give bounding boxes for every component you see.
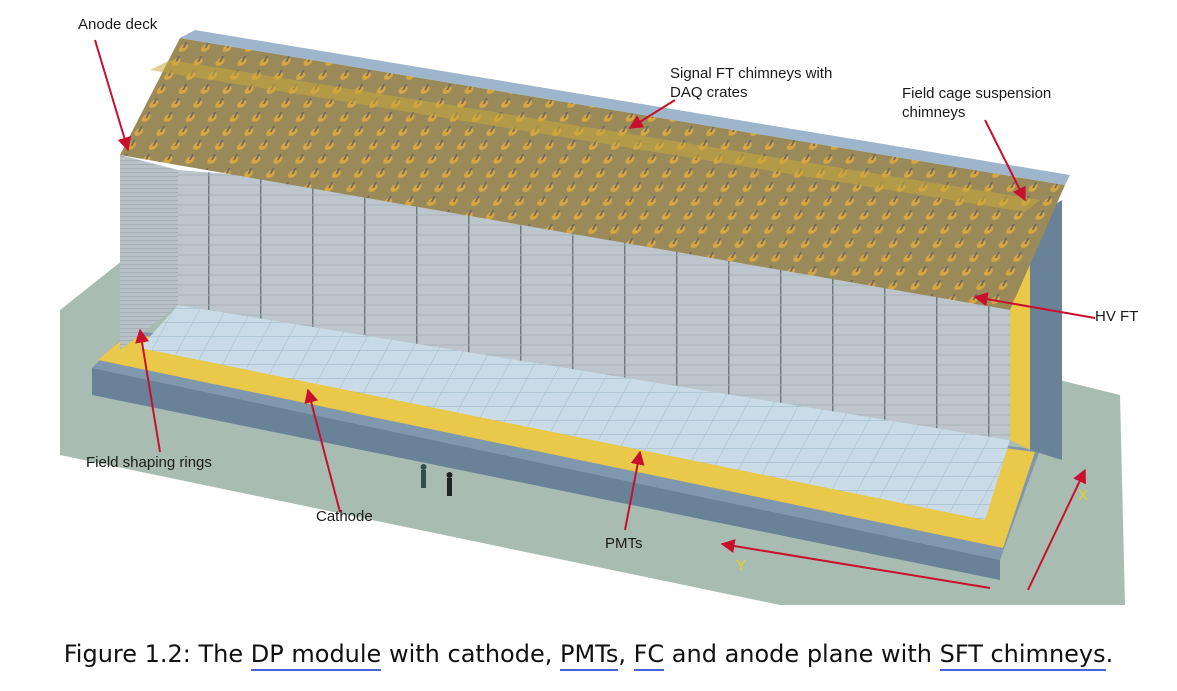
caption-prefix: Figure 1.2: The (63, 640, 251, 668)
base-front-face (92, 368, 1000, 580)
label-axis-x: X (1078, 487, 1088, 504)
dp-module-diagram: Anode deck Signal FT chimneys with DAQ c… (60, 16, 1138, 605)
anode-deck-arrow (94, 39, 132, 152)
caption-suffix: . (1105, 640, 1114, 668)
caption-text-2: with cathode, (381, 640, 560, 668)
link-dp-module[interactable]: DP module (250, 640, 382, 671)
field-shaping-arrow (135, 328, 161, 453)
fc-suspension-arrow (984, 119, 1026, 202)
caption-text-4: and anode plane with (664, 640, 940, 668)
right-steel (1030, 200, 1062, 460)
y-axis-arrow (720, 539, 991, 589)
label-axis-y: Y (736, 557, 746, 574)
roof-steel-back (180, 30, 1070, 185)
link-pmts[interactable]: PMTs (559, 640, 619, 671)
pmts-arrow (624, 450, 645, 531)
link-fc[interactable]: FC (633, 640, 665, 671)
cathode-floor (140, 305, 1010, 520)
hv-ft-arrow (973, 292, 1096, 319)
x-axis-arrow (1027, 468, 1086, 591)
label-anode-deck: Anode deck (78, 16, 158, 33)
caption-text-3: , (618, 640, 634, 668)
label-hv-ft: HV FT (1095, 308, 1138, 325)
label-field-shaping-rings: Field shaping rings (86, 454, 212, 471)
left-wall-rings (120, 155, 178, 350)
yellow-frame (98, 334, 1035, 548)
label-cathode: Cathode (316, 508, 373, 525)
signal-ft-arrow (628, 99, 676, 129)
label-fc-suspension-1: Field cage suspension (902, 85, 1051, 102)
label-fc-suspension-2: chimneys (902, 104, 965, 121)
roof-yellow-band (150, 60, 1040, 212)
label-pmts: PMTs (605, 535, 643, 552)
cathode-arrow (304, 388, 341, 513)
label-signal-ft-2: DAQ crates (670, 84, 748, 101)
figure-caption: Figure 1.2: The DP module with cathode, … (0, 640, 1177, 671)
link-sft-chimneys[interactable]: SFT chimneys (939, 640, 1106, 671)
anode-deck (120, 38, 1065, 310)
label-signal-ft-1: Signal FT chimneys with (670, 65, 832, 82)
person-figures (420, 464, 453, 496)
